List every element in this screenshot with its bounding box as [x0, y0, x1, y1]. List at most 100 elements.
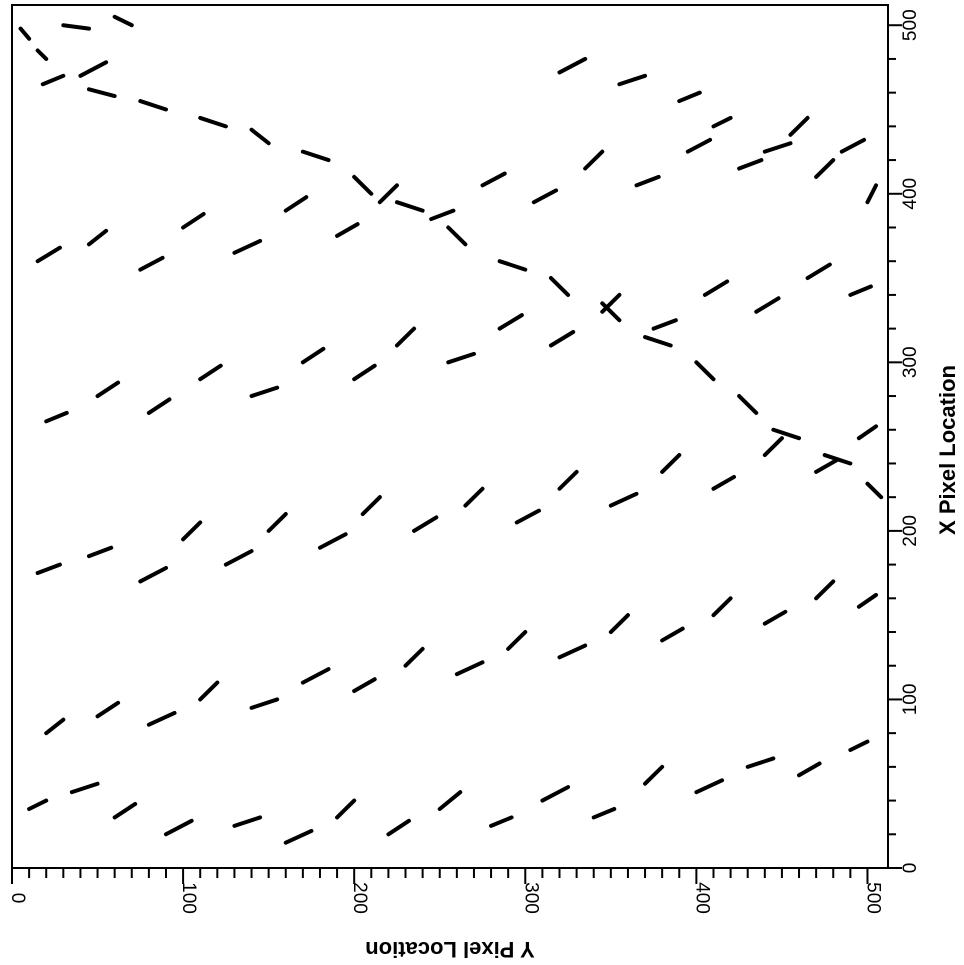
fiber-segment-102: [181, 212, 206, 230]
fiber-segment-41: [591, 807, 617, 820]
fiber-segment-14: [497, 259, 528, 272]
fiber-segment-93: [600, 292, 622, 314]
fiber-segment-43: [694, 778, 725, 795]
fiber-segment-68: [223, 549, 254, 567]
fiber-segment-109: [531, 188, 559, 205]
fiber-segment-113: [737, 158, 764, 171]
fiber-segment-20: [771, 427, 802, 441]
plot-frame: [11, 4, 889, 869]
fiber-segment-71: [360, 495, 382, 517]
fiber-segment-72: [412, 515, 439, 533]
fiber-segment-17: [643, 335, 673, 348]
fiber-segment-61: [762, 609, 788, 626]
fiber-segment-18: [694, 360, 716, 382]
fiber-segment-85: [198, 363, 223, 382]
fiber-segment-9: [249, 127, 271, 146]
fiber-segment-69: [266, 512, 288, 533]
fiber-segment-81: [856, 424, 879, 441]
fiber-segment-5: [40, 73, 66, 87]
fiber-segment-65: [86, 545, 114, 559]
fiber-segment-11: [352, 174, 374, 196]
fiber-segment-78: [711, 474, 737, 491]
y-tick-label: 400: [691, 882, 712, 914]
fiber-segment-100: [86, 228, 109, 247]
fiber-segment-101: [138, 255, 165, 272]
y-tick-label: 0: [7, 893, 28, 904]
fiber-segment-105: [335, 222, 360, 238]
fiber-segment-108: [480, 171, 507, 188]
fiber-segment-83: [95, 380, 121, 399]
fiber-segment-62: [814, 579, 836, 601]
y-axis-label: Y Pixel Location: [365, 937, 535, 962]
fiber-segment-90: [446, 351, 476, 365]
fiber-segment-6: [86, 87, 117, 99]
fiber-segment-38: [437, 790, 463, 812]
y-tick-label: 200: [349, 882, 370, 914]
fiber-segment-92: [548, 329, 576, 348]
fiber-segment-13: [446, 225, 468, 247]
fiber-segment-82: [44, 410, 69, 424]
fiber-segment-106: [377, 183, 399, 205]
y-axis-ticks: 0 100 200 300 400 500: [7, 868, 883, 914]
fiber-segment-96: [754, 296, 781, 314]
fiber-segment-111: [634, 174, 661, 188]
fiber-segment-94: [651, 318, 678, 331]
fiber-segment-27: [762, 141, 793, 154]
fiber-segment-89: [394, 326, 417, 348]
fiber-segment-47: [44, 717, 66, 736]
fiber-segment-86: [249, 385, 280, 399]
fiber-segment-50: [198, 680, 220, 702]
fiber-segment-75: [557, 469, 579, 491]
fiber-segment-91: [497, 313, 524, 331]
fiber-segment-97: [805, 262, 832, 281]
fiber-segment-28: [814, 158, 836, 179]
x-tick-label: 300: [900, 346, 921, 378]
fiber-segment-1: [35, 48, 49, 61]
fiber-segment-49: [146, 710, 177, 727]
fiber-segment-88: [352, 363, 377, 382]
fiber-segment-2: [61, 23, 91, 31]
fiber-segment-73: [463, 486, 485, 508]
fiber-segment-57: [557, 643, 588, 660]
x-tick-label: 200: [900, 515, 921, 547]
fiber-segment-40: [540, 785, 571, 803]
fiber-segment-98: [848, 284, 873, 297]
fiber-segment-84: [146, 397, 172, 415]
fiber-segment-39: [489, 815, 514, 828]
fiber-segment-59: [660, 626, 685, 643]
fiber-segment-45: [797, 761, 822, 778]
fiber-segment-10: [300, 149, 331, 163]
fiber-segment-107: [429, 208, 456, 222]
fiber-segment-79: [762, 436, 784, 458]
fiber-segment-52: [300, 667, 331, 685]
fiber-segment-35: [283, 828, 314, 845]
fiber-segment-66: [138, 565, 168, 584]
fiber-segment-30: [27, 798, 49, 812]
x-tick-label: 500: [900, 9, 921, 41]
fiber-segment-37: [386, 818, 411, 837]
fiber-segment-53: [352, 677, 377, 694]
fiber-segment-74: [514, 508, 541, 525]
y-tick-label: 300: [520, 882, 541, 914]
fiber-segment-55: [454, 660, 485, 677]
fiber-segment-70: [317, 532, 348, 550]
fiber-segment-99: [35, 245, 62, 264]
y-tick-label: 500: [862, 882, 883, 914]
fiber-segment-58: [608, 613, 630, 635]
fiber-segment-76: [608, 491, 639, 508]
fiber-segment-64: [35, 562, 62, 576]
y-tick-label: 100: [178, 882, 199, 914]
fiber-segment-112: [685, 137, 713, 154]
fiber-segment-7: [138, 99, 168, 112]
fiber-segment-8: [198, 115, 228, 129]
fiber-segment-48: [95, 700, 121, 719]
fiber-segment-26: [711, 115, 733, 129]
x-axis-label: X Pixel Location: [935, 365, 960, 535]
fiber-segment-114: [788, 115, 810, 137]
fiber-segment-29: [865, 183, 879, 205]
fiber-segment-31: [69, 781, 100, 795]
fiber-segment-104: [283, 195, 309, 213]
fiber-segments: [18, 14, 884, 845]
fiber-segment-87: [300, 346, 326, 365]
